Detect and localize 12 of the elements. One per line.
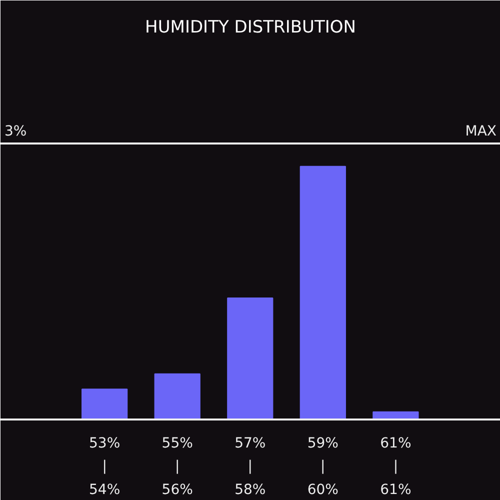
bar [300,166,346,420]
ref-line-label: MAX [465,124,497,140]
bar [154,373,200,420]
x-tick-label: 61% | 61% [380,436,412,498]
chart-title: HUMIDITY DISTRIBUTION [145,18,356,38]
x-tick-label: 57% | 58% [234,436,266,498]
bar [227,297,274,420]
x-tick-label: 59% | 60% [307,436,338,498]
x-tick-label: 55% | 56% [162,436,193,498]
bar [82,388,128,420]
x-tick-label: 53% | 54% [89,436,120,498]
annotation: 3% [4,124,27,140]
